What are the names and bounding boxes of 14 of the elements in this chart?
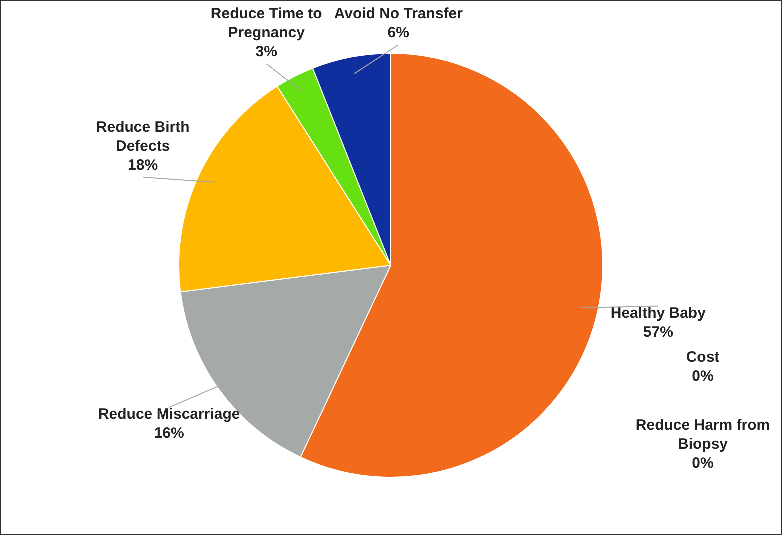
data-label: 18%: [128, 156, 158, 174]
text: 0%: [692, 368, 714, 386]
slice-label: Reduce Miscarriage: [98, 406, 240, 424]
data-label: 3%: [256, 44, 278, 61]
data-label: 57%: [643, 324, 674, 341]
slice-label: Healthy Baby: [610, 304, 707, 322]
text: 0%: [692, 455, 714, 472]
data-label: 16%: [154, 425, 184, 442]
slice-label: Reduce Birth Defects: [96, 118, 190, 155]
category-label: Cost: [686, 349, 720, 366]
data-label: 6%: [388, 24, 410, 42]
slice-label: Avoid No Transfer: [334, 6, 464, 23]
slice-label: Reduce Time to Pregnancy: [210, 6, 322, 42]
category-label: Reduce Harm from Biopsy: [636, 417, 770, 454]
